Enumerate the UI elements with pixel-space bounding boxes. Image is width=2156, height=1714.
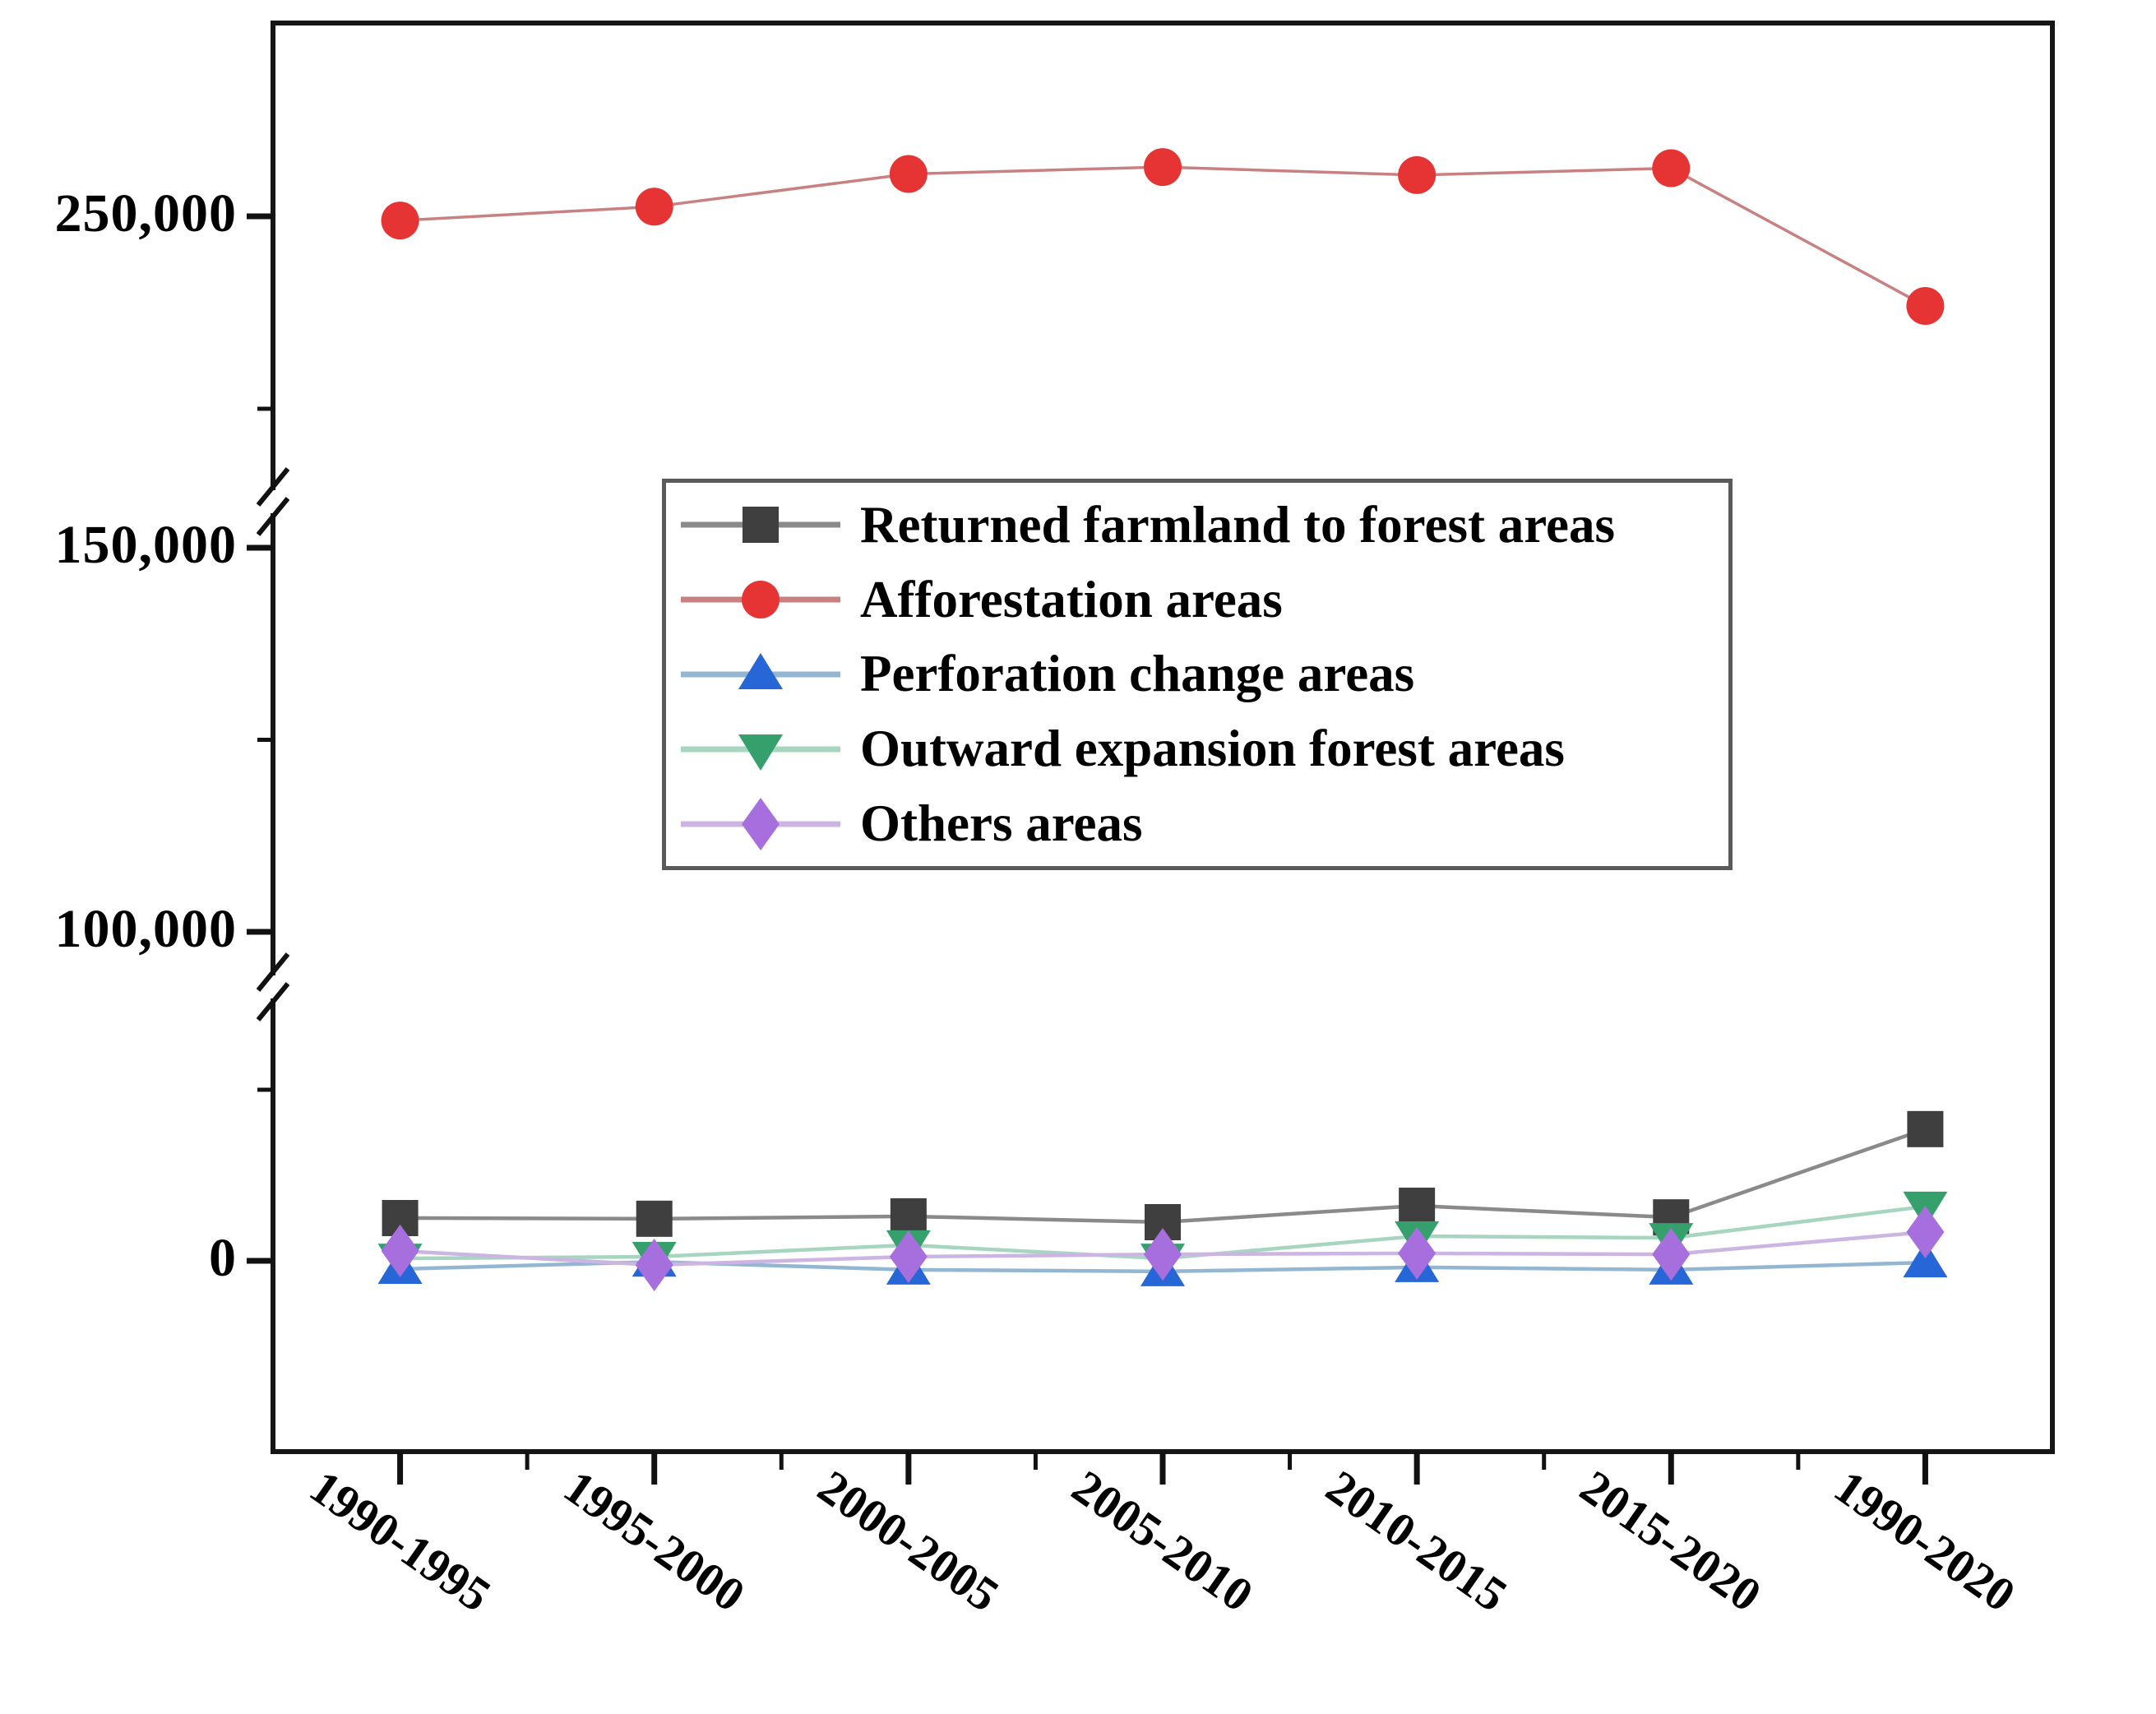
- legend-item-returned-farmland: Returned farmland to forest areas: [674, 489, 1728, 561]
- legend-label-others: Others areas: [860, 794, 1143, 853]
- legend: Returned farmland to forest areas Affore…: [662, 479, 1733, 870]
- legend-swatch-triangle-up-icon: [681, 652, 840, 689]
- legend-swatch-square-icon: [681, 507, 840, 544]
- y-tick-label-150000: 150,000: [54, 514, 237, 575]
- y-tick-label-100000: 100,000: [54, 898, 237, 959]
- y-tick-label-250000: 250,000: [54, 183, 237, 243]
- legend-swatch-circle-icon: [681, 581, 840, 619]
- legend-swatch-diamond-icon: [681, 797, 840, 850]
- legend-label-outward-expansion: Outward expansion forest areas: [860, 720, 1565, 778]
- legend-item-afforestation: Afforestation areas: [674, 563, 1728, 636]
- legend-label-returned-farmland: Returned farmland to forest areas: [860, 495, 1616, 554]
- legend-label-perforation: Perforation change areas: [860, 645, 1415, 703]
- legend-item-others: Others areas: [674, 788, 1728, 860]
- legend-swatch-triangle-down-icon: [681, 734, 840, 771]
- legend-item-perforation: Perforation change areas: [674, 638, 1728, 711]
- legend-item-outward-expansion: Outward expansion forest areas: [674, 713, 1728, 785]
- y-tick-label-0: 0: [209, 1227, 237, 1288]
- legend-label-afforestation: Afforestation areas: [860, 570, 1283, 628]
